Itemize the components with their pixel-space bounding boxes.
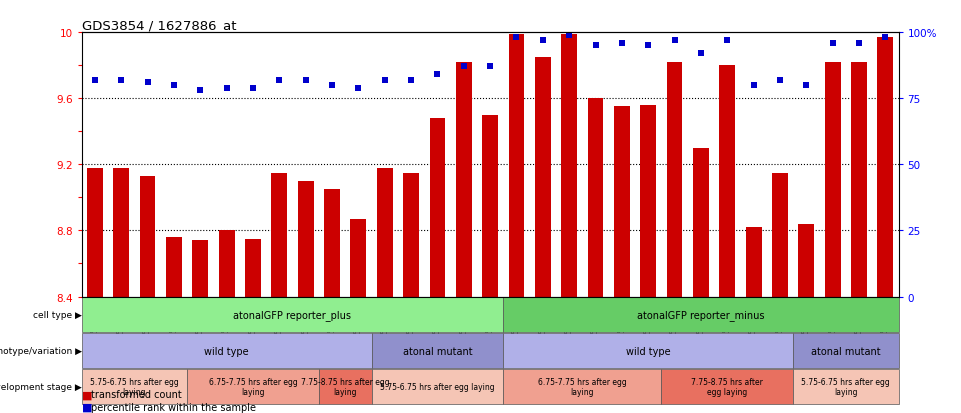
Bar: [404, 173, 419, 297]
Bar: [693, 148, 709, 297]
Text: 6.75-7.75 hrs after egg
laying: 6.75-7.75 hrs after egg laying: [209, 377, 297, 396]
Bar: [793, 369, 899, 404]
Bar: [640, 106, 656, 297]
Text: atonalGFP reporter_minus: atonalGFP reporter_minus: [637, 309, 765, 320]
Bar: [772, 173, 788, 297]
Text: atonal mutant: atonal mutant: [403, 346, 472, 356]
Bar: [372, 369, 504, 404]
Bar: [377, 168, 393, 297]
Bar: [86, 168, 103, 297]
Bar: [851, 63, 867, 297]
Bar: [82, 369, 187, 404]
Bar: [82, 333, 372, 368]
Text: ■: ■: [82, 389, 92, 399]
Bar: [746, 228, 761, 297]
Bar: [139, 176, 156, 297]
Bar: [482, 116, 498, 297]
Text: wild type: wild type: [626, 346, 671, 356]
Bar: [504, 369, 661, 404]
Bar: [372, 333, 504, 368]
Text: wild type: wild type: [205, 346, 249, 356]
Bar: [245, 239, 260, 297]
Bar: [219, 231, 234, 297]
Text: 6.75-7.75 hrs after egg
laying: 6.75-7.75 hrs after egg laying: [538, 377, 627, 396]
Text: percentile rank within the sample: percentile rank within the sample: [91, 402, 257, 412]
Text: GDS3854 / 1627886_at: GDS3854 / 1627886_at: [82, 19, 236, 32]
Bar: [720, 66, 735, 297]
Text: atonalGFP reporter_plus: atonalGFP reporter_plus: [234, 309, 352, 320]
Bar: [535, 58, 551, 297]
Bar: [799, 224, 814, 297]
Text: 5.75-6.75 hrs after egg
laying: 5.75-6.75 hrs after egg laying: [90, 377, 179, 396]
Bar: [187, 369, 319, 404]
Bar: [456, 63, 472, 297]
Bar: [298, 181, 313, 297]
Text: 7.75-8.75 hrs after
egg laying: 7.75-8.75 hrs after egg laying: [691, 377, 763, 396]
Bar: [508, 35, 525, 297]
Text: transformed count: transformed count: [91, 389, 182, 399]
Bar: [166, 237, 182, 297]
Text: development stage ▶: development stage ▶: [0, 382, 82, 391]
Bar: [561, 35, 577, 297]
Text: 5.75-6.75 hrs after egg
laying: 5.75-6.75 hrs after egg laying: [801, 377, 890, 396]
Bar: [113, 168, 129, 297]
Bar: [661, 369, 793, 404]
Text: atonal mutant: atonal mutant: [811, 346, 880, 356]
Bar: [192, 241, 209, 297]
Bar: [504, 333, 793, 368]
Bar: [271, 173, 287, 297]
Bar: [877, 38, 894, 297]
Bar: [825, 63, 841, 297]
Bar: [430, 119, 445, 297]
Bar: [667, 63, 682, 297]
Bar: [504, 297, 899, 332]
Bar: [793, 333, 899, 368]
Bar: [351, 219, 366, 297]
Bar: [587, 99, 604, 297]
Text: 5.75-6.75 hrs after egg laying: 5.75-6.75 hrs after egg laying: [381, 382, 495, 391]
Bar: [319, 369, 372, 404]
Text: cell type ▶: cell type ▶: [33, 310, 82, 319]
Bar: [614, 107, 629, 297]
Text: ■: ■: [82, 402, 92, 412]
Text: 7.75-8.75 hrs after egg
laying: 7.75-8.75 hrs after egg laying: [301, 377, 389, 396]
Bar: [82, 297, 504, 332]
Text: genotype/variation ▶: genotype/variation ▶: [0, 346, 82, 355]
Bar: [324, 190, 340, 297]
